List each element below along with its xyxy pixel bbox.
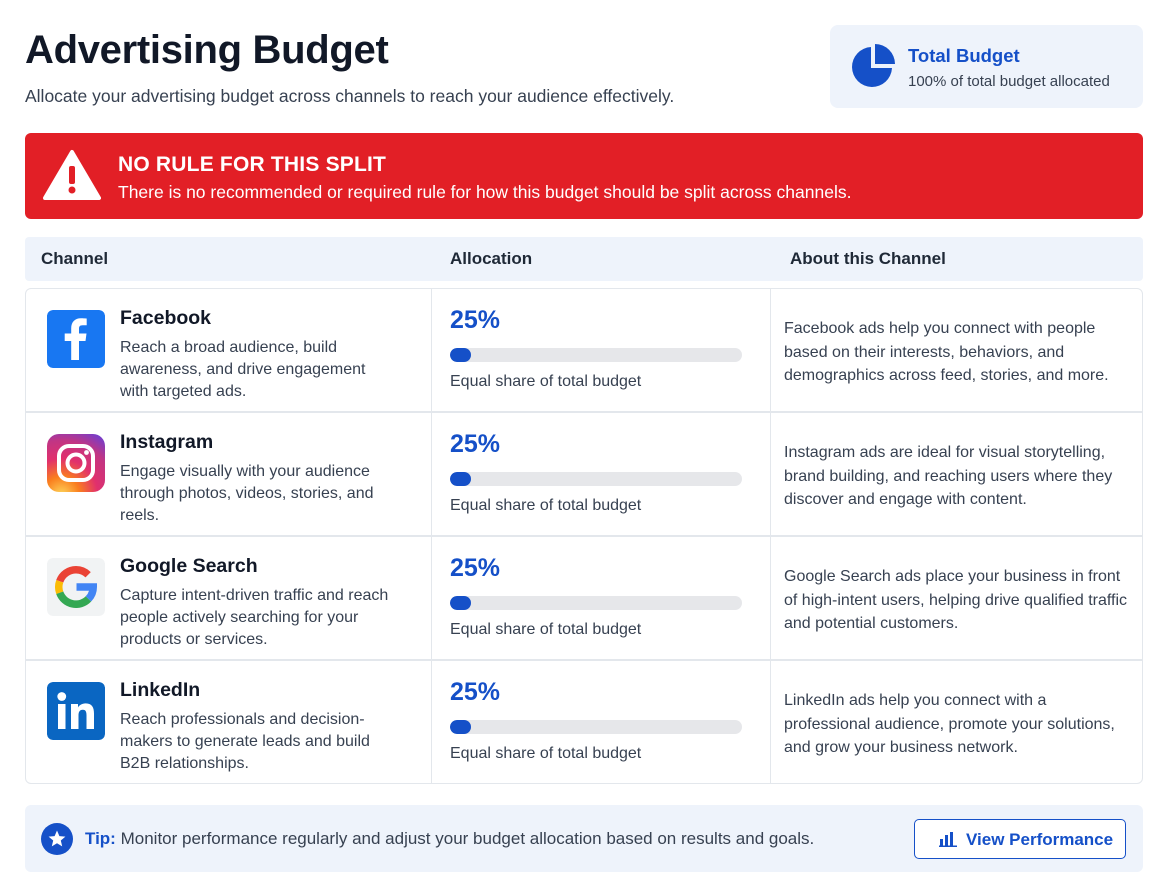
allocation-note: Equal share of total budget xyxy=(450,745,642,762)
view-performance-button[interactable]: View Performance xyxy=(914,819,1126,859)
channel-name: Instagram xyxy=(120,431,214,453)
tip-text: Tip: Monitor performance regularly and a… xyxy=(85,829,814,849)
table-row-instagram: Instagram Engage visually with your audi… xyxy=(25,412,1143,536)
allocation-bar-fill xyxy=(450,720,471,734)
tip-bar: Tip: Monitor performance regularly and a… xyxy=(25,805,1143,872)
allocation-percent: 25% xyxy=(450,430,501,458)
channel-name: Facebook xyxy=(120,307,212,329)
table-header: Channel Allocation About this Channel xyxy=(25,237,1143,281)
total-budget-title: Total Budget xyxy=(908,45,1020,66)
column-header-about: About this Channel xyxy=(790,249,946,268)
alert-message: There is no recommended or required rule… xyxy=(118,182,852,202)
no-rule-alert: NO RULE FOR THIS SPLIT There is no recom… xyxy=(25,133,1143,219)
bar-chart-icon xyxy=(939,832,957,847)
allocation-bar-fill xyxy=(450,348,471,362)
allocation-note: Equal share of total budget xyxy=(450,373,642,390)
page-header: Advertising Budget Allocate your adverti… xyxy=(25,24,1143,114)
warning-icon xyxy=(43,150,101,200)
allocation-bar-fill xyxy=(450,596,471,610)
allocation-bar xyxy=(450,596,742,610)
allocation-bar xyxy=(450,472,742,486)
channel-about: LinkedIn ads help you connect with a pro… xyxy=(784,692,1115,756)
allocation-note: Equal share of total budget xyxy=(450,497,642,514)
allocation-bar-fill xyxy=(450,472,471,486)
star-icon xyxy=(41,823,73,855)
pie-chart-icon xyxy=(852,44,895,87)
channel-about: Instagram ads are ideal for visual story… xyxy=(784,444,1113,508)
facebook-icon xyxy=(47,310,105,368)
channel-description: Reach a broad audience, build awareness,… xyxy=(120,339,366,400)
allocation-bar xyxy=(450,720,742,734)
allocation-note: Equal share of total budget xyxy=(450,621,642,638)
channel-description: Engage visually with your audience throu… xyxy=(120,463,374,524)
channel-description: Reach professionals and decision-makers … xyxy=(120,711,370,772)
google-icon xyxy=(47,558,105,616)
page-title: Advertising Budget xyxy=(25,28,389,72)
channel-about: Facebook ads help you connect with peopl… xyxy=(784,320,1109,384)
instagram-icon xyxy=(47,434,105,492)
linkedin-icon xyxy=(47,682,105,740)
channel-about: Google Search ads place your business in… xyxy=(784,568,1128,632)
allocation-percent: 25% xyxy=(450,306,501,334)
allocation-percent: 25% xyxy=(450,554,501,582)
total-budget-subtitle: 100% of total budget allocated xyxy=(908,73,1110,90)
channel-description: Capture intent-driven traffic and reach … xyxy=(120,587,389,648)
view-performance-label: View Performance xyxy=(966,830,1114,849)
page-subtitle: Allocate your advertising budget across … xyxy=(25,86,675,106)
tip-message: Monitor performance regularly and adjust… xyxy=(120,829,815,848)
channel-name: LinkedIn xyxy=(120,679,201,701)
total-budget-card: Total Budget 100% of total budget alloca… xyxy=(830,25,1143,108)
column-header-channel: Channel xyxy=(41,249,109,268)
table-row-google-search: Google Search Capture intent-driven traf… xyxy=(25,536,1143,660)
allocation-percent: 25% xyxy=(450,678,501,706)
allocation-bar xyxy=(450,348,742,362)
table-row-linkedin: LinkedIn Reach professionals and decisio… xyxy=(25,660,1143,784)
tip-label: Tip: xyxy=(85,829,116,848)
column-header-allocation: Allocation xyxy=(450,249,533,268)
alert-title: NO RULE FOR THIS SPLIT xyxy=(118,153,387,176)
channel-name: Google Search xyxy=(120,555,258,577)
table-row-facebook: Facebook Reach a broad audience, build a… xyxy=(25,288,1143,412)
